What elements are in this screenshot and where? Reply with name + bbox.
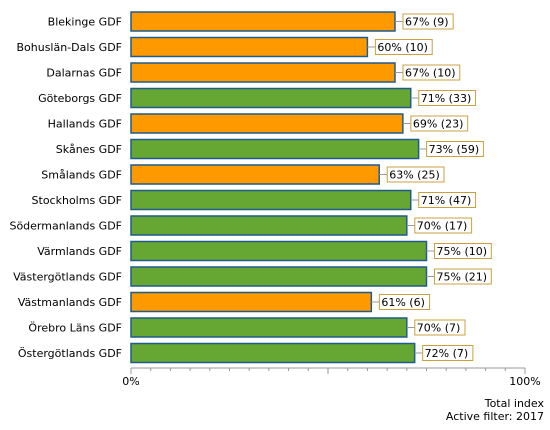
category-label: Hallands GDF: [48, 118, 122, 131]
x-tick-label: 100%: [509, 375, 540, 388]
category-label: Värmlands GDF: [37, 245, 122, 258]
data-label-box: [402, 13, 454, 30]
data-label-box: [422, 345, 474, 361]
data-label: 69% (23): [413, 118, 464, 131]
category-label: Östergötlands GDF: [18, 347, 122, 360]
data-label-box: [414, 217, 473, 234]
x-axis-title: Total index: [484, 397, 544, 410]
bar[interactable]: [130, 62, 396, 83]
bar[interactable]: [130, 138, 420, 160]
data-label: 61% (6): [381, 296, 425, 309]
data-label: 67% (9): [405, 16, 449, 29]
data-label: 71% (33): [421, 92, 472, 105]
data-label-box: [434, 243, 492, 259]
data-label: 75% (10): [437, 245, 488, 258]
data-label-box: [386, 166, 445, 183]
data-label-box: [418, 192, 477, 208]
bar[interactable]: [130, 266, 428, 287]
bar[interactable]: [130, 317, 408, 338]
bar[interactable]: [130, 342, 416, 364]
category-label: Dalarnas GDF: [46, 67, 122, 80]
data-label-box: [402, 64, 461, 81]
data-label: 73% (59): [429, 143, 480, 156]
bar[interactable]: [130, 11, 396, 32]
bar[interactable]: [130, 189, 412, 211]
bar[interactable]: [130, 291, 373, 313]
x-tick-label: 0%: [122, 375, 139, 388]
category-label: Västergötlands GDF: [13, 271, 122, 284]
category-label: Smålands GDF: [41, 169, 122, 182]
category-label: Södermanlands GDF: [9, 220, 122, 233]
data-label-box: [426, 141, 484, 157]
active-filter-label: Active filter: 2017: [445, 410, 544, 423]
bars-layer: Blekinge GDF 67% (9) Bohuslän-Dals GDF 60% …: [9, 11, 492, 364]
data-label-box: [434, 268, 492, 285]
category-label: Västmanlands GDF: [18, 296, 122, 309]
bar[interactable]: [130, 113, 404, 134]
data-label: 67% (10): [405, 67, 456, 80]
data-label-box: [374, 39, 433, 55]
data-label: 70% (17): [417, 220, 468, 233]
category-label: Göteborgs GDF: [38, 92, 122, 105]
data-label: 70% (7): [417, 322, 461, 335]
bar[interactable]: [130, 87, 412, 109]
x-axis: 0% 100%: [122, 367, 541, 388]
category-label: Bohuslän-Dals GDF: [16, 41, 122, 54]
data-label-box: [378, 294, 431, 310]
bar[interactable]: [130, 164, 380, 185]
data-label-box: [418, 90, 477, 106]
bar[interactable]: [130, 215, 408, 236]
data-label: 75% (21): [437, 271, 488, 284]
bar[interactable]: [130, 36, 369, 58]
data-label-box: [410, 115, 469, 132]
data-label: 71% (47): [421, 194, 472, 207]
bar[interactable]: [130, 240, 428, 262]
category-label: Stockholms GDF: [32, 194, 122, 207]
data-label: 60% (10): [377, 41, 428, 54]
data-label: 72% (7): [425, 347, 469, 360]
data-label: 63% (25): [389, 169, 440, 182]
category-label: Blekinge GDF: [48, 16, 122, 29]
category-label: Örebro Läns GDF: [28, 322, 122, 335]
data-label-box: [414, 319, 466, 336]
category-label: Skånes GDF: [56, 143, 122, 156]
